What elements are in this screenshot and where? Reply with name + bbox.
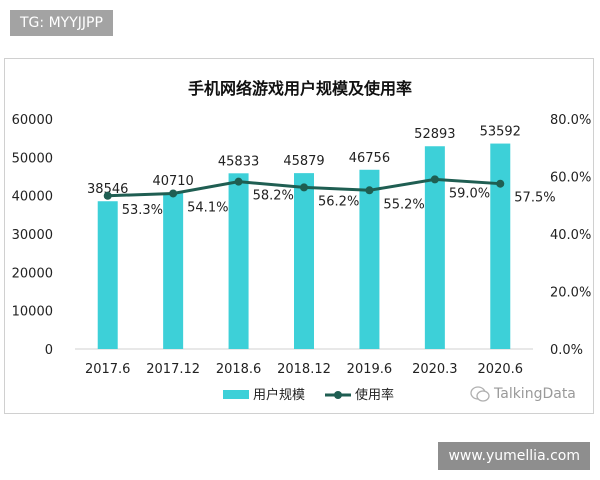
y-right-tick-label: 20.0% bbox=[550, 286, 591, 301]
legend-label-bar: 用户规模 bbox=[253, 387, 305, 403]
line-point bbox=[234, 177, 243, 186]
x-tick-label: 2017.12 bbox=[146, 362, 200, 377]
bar bbox=[97, 201, 118, 349]
source-label: TalkingData bbox=[494, 386, 576, 402]
line-value-label: 59.0% bbox=[449, 186, 490, 201]
bar bbox=[424, 146, 445, 349]
line-value-label: 54.1% bbox=[187, 200, 228, 215]
x-tick-label: 2018.6 bbox=[216, 362, 262, 377]
bar-value-label: 53592 bbox=[480, 125, 521, 140]
tag-badge: TG: MYYJJPP bbox=[10, 10, 113, 36]
x-tick-label: 2020.3 bbox=[412, 362, 458, 377]
line-point bbox=[300, 183, 308, 192]
y-left-tick-label: 10000 bbox=[12, 305, 53, 320]
chart-frame: 手机网络游戏用户规模及使用率 0 10000 20000 30000 40000 50000… bbox=[4, 58, 594, 414]
legend-label-line: 使用率 bbox=[355, 387, 394, 403]
site-watermark: www.yumellia.com bbox=[438, 442, 590, 470]
line-point bbox=[430, 175, 439, 184]
line-value-label: 55.2% bbox=[383, 197, 424, 212]
line-value-label: 58.2% bbox=[253, 189, 294, 204]
source-watermark: TalkingData bbox=[470, 386, 576, 402]
chart-title: 手机网络游戏用户规模及使用率 bbox=[188, 79, 412, 98]
bar bbox=[490, 143, 511, 349]
y-left-tick-label: 40000 bbox=[12, 190, 53, 205]
line-point bbox=[365, 186, 374, 195]
line-value-label: 53.3% bbox=[122, 203, 163, 218]
x-tick-label: 2018.12 bbox=[277, 362, 331, 377]
y-left-tick-label: 0 bbox=[45, 343, 53, 358]
x-tick-label: 2017.6 bbox=[85, 362, 131, 377]
y-right-tick-label: 80.0% bbox=[550, 113, 591, 128]
y-left-tick-label: 30000 bbox=[12, 228, 53, 243]
bar-value-label: 45879 bbox=[283, 154, 324, 169]
wechat-icon bbox=[470, 386, 490, 402]
y-left-tick-label: 50000 bbox=[12, 151, 53, 166]
bar bbox=[228, 173, 249, 349]
legend-marker-line bbox=[334, 391, 342, 399]
y-right-tick-label: 60.0% bbox=[550, 171, 591, 186]
bar bbox=[163, 192, 184, 349]
bar-value-label: 52893 bbox=[414, 127, 455, 142]
x-tick-label: 2020.6 bbox=[478, 362, 524, 377]
combo-chart: 手机网络游戏用户规模及使用率 0 10000 20000 30000 40000 50000… bbox=[12, 79, 592, 403]
bar bbox=[359, 169, 380, 349]
line-point bbox=[103, 191, 112, 200]
line-point bbox=[496, 179, 505, 188]
line-value-label: 56.2% bbox=[318, 194, 359, 209]
line-point bbox=[169, 189, 178, 198]
line-value-label: 57.5% bbox=[514, 191, 555, 206]
bar-value-label: 45833 bbox=[218, 154, 259, 169]
bar-value-label: 38546 bbox=[87, 182, 128, 197]
bar-value-label: 46756 bbox=[349, 151, 390, 166]
y-right-tick-label: 0.0% bbox=[550, 343, 583, 358]
legend-swatch-bar bbox=[223, 390, 249, 399]
y-left-tick-label: 20000 bbox=[12, 266, 53, 281]
bar-value-label: 40710 bbox=[152, 174, 193, 189]
bar bbox=[294, 173, 314, 349]
y-right-tick-label: 40.0% bbox=[550, 228, 591, 243]
x-tick-label: 2019.6 bbox=[347, 362, 393, 377]
y-left-tick-label: 60000 bbox=[12, 113, 53, 128]
